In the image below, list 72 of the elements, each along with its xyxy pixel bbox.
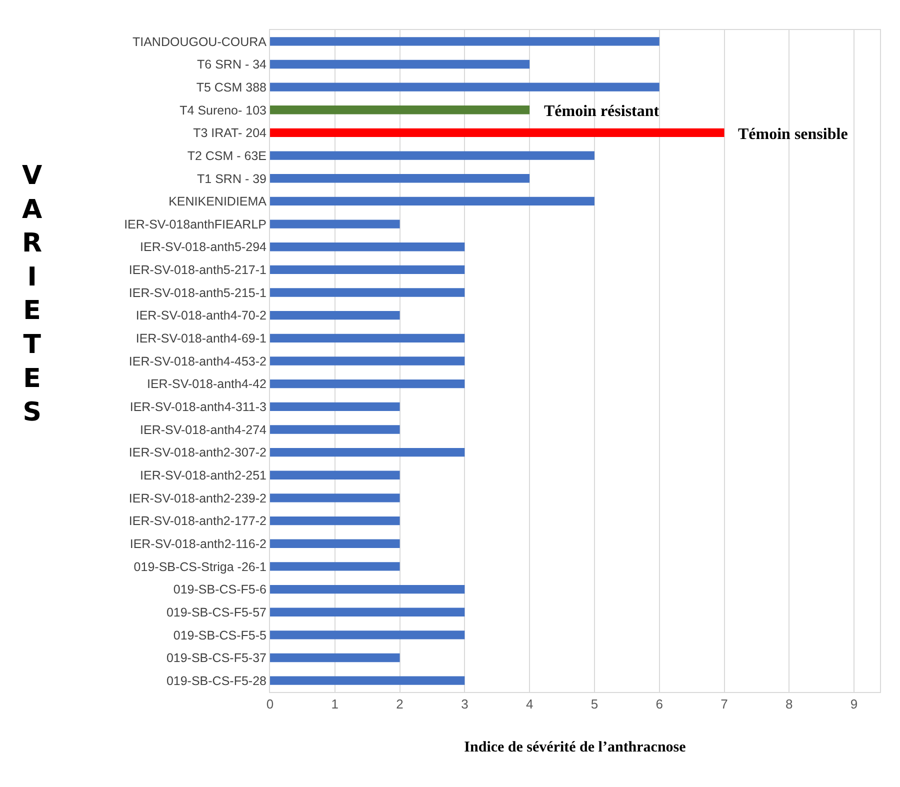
bar xyxy=(270,128,724,138)
y-tick-label: TIANDOUGOU-COURA xyxy=(132,34,268,49)
y-tick-label: KENIKENIDIEMA xyxy=(168,194,268,209)
y-tick-label: 019-SB-CS-F5-6 xyxy=(173,582,267,597)
bar xyxy=(270,494,400,502)
y-tick-label: IER-SV-018-anth4-42 xyxy=(146,377,267,392)
y-tick-label: IER-SV-018-anth4-453-2 xyxy=(128,354,267,368)
y-tick-label: IER-SV-018-anth5-215-1 xyxy=(128,286,267,300)
y-tick-label: T5 CSM 388 xyxy=(196,80,267,94)
y-tick-label: IER-SV-018anthFIEARLP xyxy=(124,217,266,232)
bar xyxy=(270,334,465,343)
y-tick-label: 019-SB-CS-F5-5 xyxy=(173,628,267,642)
y-tick-label: IER-SV-018-anth2-251 xyxy=(140,468,267,483)
x-tick-label: 2 xyxy=(396,696,404,712)
y-tick-label: T1 SRN - 39 xyxy=(197,172,267,186)
bar xyxy=(270,356,465,366)
y-tick-label: T6 SRN - 34 xyxy=(197,58,267,72)
bar xyxy=(270,676,465,685)
y-tick-label: 019-SB-CS-Striga -26-1 xyxy=(134,560,267,574)
bar xyxy=(270,402,400,411)
y-tick-label: T2 CSM - 63E xyxy=(187,148,266,163)
x-tick-label: 4 xyxy=(526,696,534,712)
bar xyxy=(270,242,465,252)
y-tick-label: IER-SV-018-anth4-69-1 xyxy=(136,332,267,346)
x-tick-label: 8 xyxy=(786,696,793,712)
bar xyxy=(270,653,400,662)
bar xyxy=(270,516,400,526)
y-axis-title: VARIETES xyxy=(22,161,42,428)
bar xyxy=(270,608,465,616)
y-tick-label: IER-SV-018-anth4-311-3 xyxy=(130,400,267,414)
x-tick-label: 7 xyxy=(720,696,728,712)
bar xyxy=(270,288,465,297)
y-tick-label: IER-SV-018-anth5-294 xyxy=(140,240,267,254)
x-tick-label: 6 xyxy=(656,696,663,712)
bar xyxy=(270,584,465,594)
y-tick-label: IER-SV-018-anth2-307-2 xyxy=(128,446,267,460)
x-axis-title: Indice de sévérité de l’anthracnose xyxy=(464,740,686,756)
bar xyxy=(270,539,400,548)
y-tick-label: IER-SV-018-anth4-70-2 xyxy=(136,308,267,323)
bar xyxy=(270,265,465,274)
y-tick-label: IER-SV-018-anth2-239-2 xyxy=(128,491,267,506)
bar xyxy=(270,470,400,480)
bar xyxy=(270,196,594,206)
y-tick-label: IER-SV-018-anth2-177-2 xyxy=(128,514,267,528)
bar xyxy=(270,151,594,160)
bar xyxy=(270,448,465,457)
bar xyxy=(270,311,400,320)
y-tick-label: 019-SB-CS-F5-57 xyxy=(166,605,267,620)
y-tick-label: 019-SB-CS-F5-28 xyxy=(166,674,267,688)
x-tick-label: 3 xyxy=(461,696,468,712)
bar xyxy=(270,379,465,388)
x-tick-label: 1 xyxy=(331,696,339,712)
bar xyxy=(270,562,400,571)
bar xyxy=(270,425,400,434)
annotation: Témoin résistant xyxy=(544,103,660,120)
y-tick-label: T4 Sureno- 103 xyxy=(180,103,267,118)
bar xyxy=(270,60,530,69)
x-tick-label: 5 xyxy=(590,696,598,712)
bar xyxy=(270,220,400,228)
bar xyxy=(270,630,465,640)
y-tick-label: IER-SV-018-anth2-116-2 xyxy=(130,536,267,551)
bar xyxy=(270,82,660,92)
y-tick-label: IER-SV-018-anth4-274 xyxy=(140,422,267,437)
y-tick-label: T3 IRAT- 204 xyxy=(193,126,267,140)
x-tick-label: 0 xyxy=(266,696,274,712)
y-tick-label: IER-SV-018-anth5-217-1 xyxy=(128,263,267,278)
bar xyxy=(270,174,530,183)
bar xyxy=(270,37,660,46)
y-tick-label: 019-SB-CS-F5-37 xyxy=(166,651,267,666)
bar xyxy=(270,106,530,114)
x-tick-label: 9 xyxy=(850,696,858,712)
annotation: Témoin sensible xyxy=(738,126,848,143)
